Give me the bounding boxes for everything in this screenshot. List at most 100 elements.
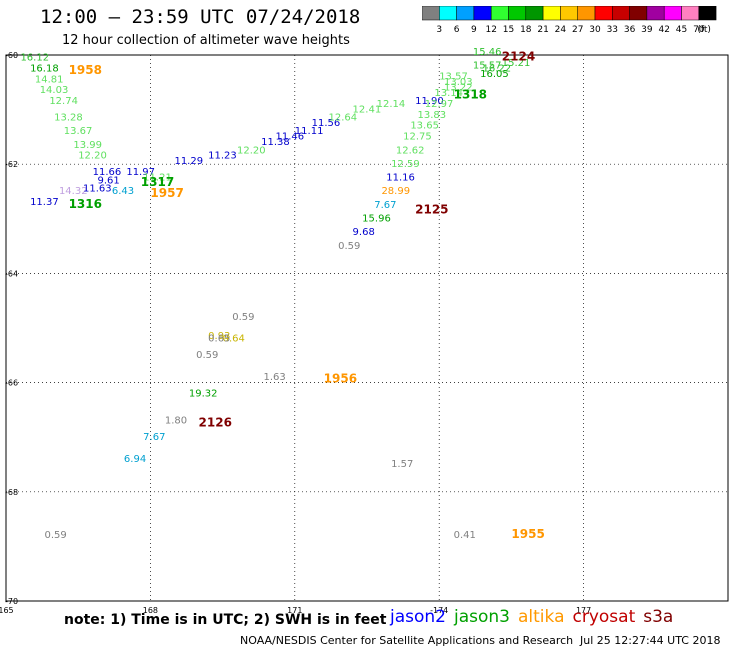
colorbar-label: 24 — [555, 25, 567, 35]
colorbar-label: 30 — [589, 25, 601, 35]
swh-value-label: 0.65 — [208, 334, 230, 345]
wave-height-colorbar: 3 6 9 12 15 18 21 24 27 30 33 36 39 42 45 70(ft) — [422, 6, 717, 35]
swh-value-label: 12.74 — [49, 96, 78, 107]
plot-frame — [5, 54, 729, 602]
pass-time-label: 1958 — [69, 63, 102, 77]
y-tick-label: -68 — [5, 488, 18, 497]
colorbar-label: 36 — [624, 25, 636, 35]
colorbar-swatch — [698, 6, 717, 21]
colorbar-label: 18 — [520, 25, 532, 35]
swh-value-label: 12.20 — [78, 151, 107, 162]
colorbar-label: 42 — [658, 25, 669, 35]
swh-value-label: 9.68 — [353, 227, 375, 238]
swh-value-label: 13.03 — [444, 77, 473, 88]
swh-value-label: 11.29 — [174, 156, 203, 167]
swh-value-label: 13.28 — [54, 113, 83, 124]
pass-time-label: 1318 — [454, 88, 487, 102]
swh-value-label: 7.67 — [143, 432, 165, 443]
swh-value-label: 13.14 — [434, 88, 463, 99]
swh-value-label: 11.56 — [312, 118, 341, 129]
swh-value-label: 15.21 — [502, 58, 531, 69]
swh-value-label: 11.11 — [295, 126, 324, 137]
swh-value-label: 12.59 — [391, 159, 420, 170]
legend-entry-jason2: jason2 — [390, 607, 446, 627]
pass-time-label: 1317 — [141, 175, 174, 189]
swh-value-label: 15.57 — [473, 61, 502, 72]
footer-timestamp: Jul 25 12:27:44 UTC 2018 — [580, 634, 721, 647]
swh-value-label: 14.81 — [35, 74, 64, 85]
swh-value-label: 1.80 — [165, 416, 187, 427]
swh-value-label: 12.97 — [425, 99, 454, 110]
swh-value-label: 0.59 — [196, 350, 218, 361]
swh-value-label: 16.18 — [30, 63, 59, 74]
x-tick-label: -174 — [430, 606, 448, 615]
chart-title: 12:00 – 23:59 UTC 07/24/2018 — [40, 6, 361, 28]
swh-value-label: 13.65 — [410, 121, 439, 132]
swh-value-label: 0.93 — [208, 331, 230, 342]
swh-value-label: 11.90 — [415, 96, 444, 107]
colorbar-label: 6 — [454, 25, 460, 35]
swh-value-label: 12.62 — [396, 145, 425, 156]
satellite-legend: jason2 jason3 altika cryosat s3a — [390, 607, 681, 627]
y-tick-label: -62 — [5, 160, 18, 169]
swh-value-label: 11.38 — [261, 137, 290, 148]
swh-value-label: 11.23 — [208, 151, 237, 162]
swh-value-label: 1.57 — [391, 459, 413, 470]
swh-value-label: 6.43 — [112, 186, 134, 197]
footer-note: note: 1) Time is in UTC; 2) SWH is in fe… — [64, 612, 387, 628]
swh-value-label: 11.66 — [93, 167, 122, 178]
x-tick-label: 171 — [287, 606, 302, 615]
swh-value-label: 11.37 — [30, 197, 59, 208]
swh-value-label: 14.32 — [59, 186, 88, 197]
pass-time-label: 1956 — [324, 372, 357, 386]
swh-value-label: 11.97 — [126, 167, 155, 178]
swh-value-label: 19.32 — [189, 388, 218, 399]
colorbar-label: 70 — [693, 25, 705, 35]
y-tick-label: -66 — [5, 379, 18, 388]
legend-entry-jason3: jason3 — [454, 607, 510, 627]
swh-value-label: 0.59 — [45, 530, 67, 541]
y-tick-label: -70 — [5, 597, 18, 606]
x-tick-label: 177 — [576, 606, 591, 615]
colorbar-label: 27 — [572, 25, 583, 35]
legend-entry-altika: altika — [518, 607, 565, 627]
swh-value-label: 6.94 — [124, 454, 146, 465]
swh-value-label: 15.46 — [473, 47, 502, 58]
legend-entry-cryosat: cryosat — [572, 607, 636, 627]
swh-value-label: 12.14 — [377, 99, 406, 110]
swh-value-label: 13.99 — [73, 140, 102, 151]
pass-time-label: 1955 — [511, 527, 544, 541]
swh-value-label: 0.64 — [223, 334, 245, 345]
pass-time-label: 2124 — [502, 49, 535, 63]
colorbar-unit: (ft) — [697, 25, 711, 35]
swh-value-label: 11.46 — [276, 132, 305, 143]
swh-value-label: 11.16 — [386, 173, 415, 184]
chart-subtitle: 12 hour collection of altimeter wave hei… — [62, 33, 350, 48]
swh-value-label: 11.21 — [143, 173, 172, 184]
swh-value-label: 1.63 — [264, 372, 286, 383]
colorbar-label: 15 — [503, 25, 514, 35]
swh-value-label: 12.41 — [353, 104, 382, 115]
swh-value-label: 0.59 — [232, 312, 254, 323]
pass-time-label: 2126 — [199, 415, 232, 429]
swh-value-label: 16.12 — [20, 52, 49, 63]
swh-value-label: 16.22 — [483, 63, 512, 74]
swh-value-label: 14.03 — [40, 85, 69, 96]
swh-value-label: 12.64 — [328, 113, 357, 124]
colorbar-label: 21 — [537, 25, 548, 35]
y-tick-label: -60 — [5, 51, 18, 60]
swh-value-label: 13.83 — [418, 110, 447, 121]
colorbar-label: 45 — [676, 25, 687, 35]
footer-credit: NOAA/NESDIS Center for Satellite Applica… — [240, 634, 574, 647]
swh-value-label: 12.20 — [237, 145, 266, 156]
colorbar-label: 3 — [436, 25, 442, 35]
colorbar-label: 33 — [607, 25, 618, 35]
swh-value-label: 0.41 — [454, 530, 476, 541]
swh-value-label: 11.63 — [83, 184, 112, 195]
y-tick-label: -64 — [5, 269, 18, 278]
colorbar-label: 9 — [471, 25, 477, 35]
swh-value-label: 9.61 — [97, 175, 119, 186]
swh-value-label: 7.67 — [374, 200, 396, 211]
colorbar-label: 39 — [641, 25, 653, 35]
